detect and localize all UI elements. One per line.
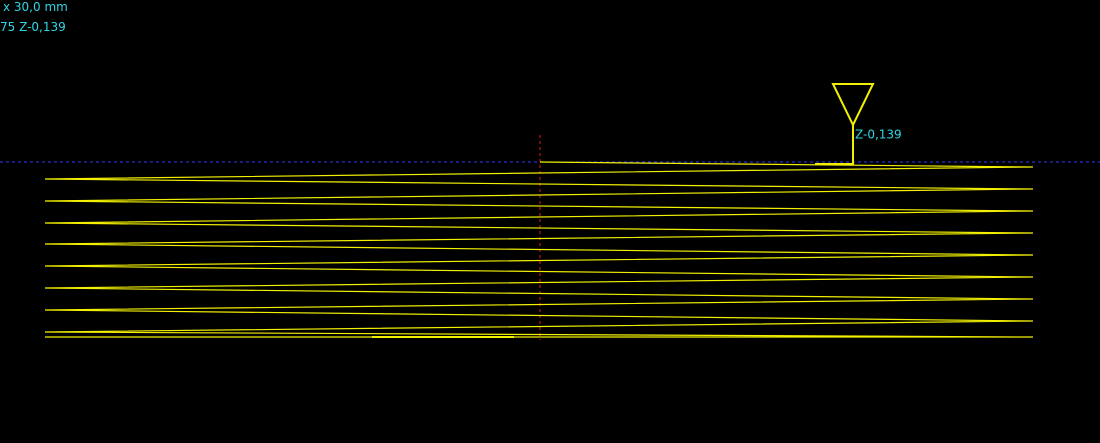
scale-label: x 30,0 mm bbox=[3, 0, 68, 14]
toolpath bbox=[44, 161, 1034, 338]
tool-label: Z-0,139 bbox=[855, 128, 902, 142]
tool-icon bbox=[831, 83, 875, 128]
position-label: 75 Z-0,139 bbox=[0, 20, 66, 34]
